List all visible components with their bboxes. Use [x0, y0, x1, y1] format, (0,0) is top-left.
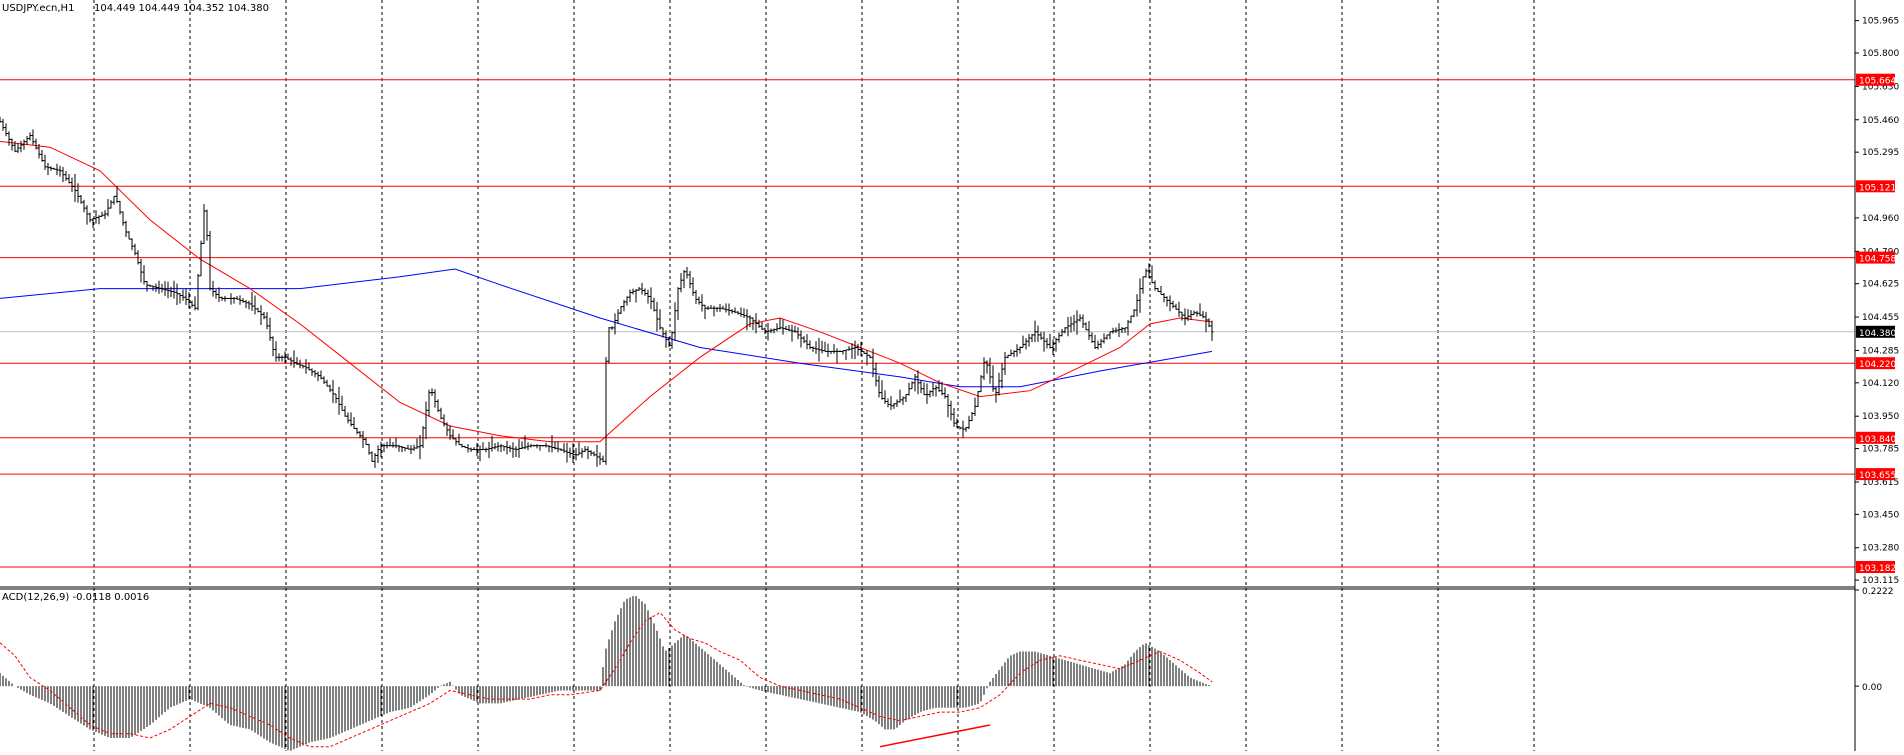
axis-tick-label: 105.630: [1862, 82, 1899, 92]
level-labels: 105.664 105.121 104.758 104.220 103.840 103.6…: [1856, 73, 1896, 574]
level-label-bg: [1856, 468, 1895, 481]
current-price-label: 104.380: [1859, 329, 1896, 339]
horizontal-levels: [0, 79, 1855, 568]
level-label-bg: [1856, 73, 1895, 86]
axis-tick-label: 104.960: [1862, 214, 1899, 224]
level-label: 103.182: [1859, 564, 1896, 574]
axis-tick-label: 104.625: [1862, 280, 1899, 290]
current-price-bg: [1856, 325, 1895, 338]
level-label: 104.758: [1859, 255, 1896, 265]
axis-tick-label: 103.950: [1862, 412, 1899, 422]
level-label: 105.664: [1859, 77, 1896, 87]
level-label: 104.220: [1859, 360, 1896, 370]
axis-tick-label: 103.450: [1862, 510, 1899, 520]
level-label: 103.840: [1859, 435, 1896, 445]
macd-axis-tick-label: 0.2222: [1862, 587, 1894, 597]
vertical-grid: [93, 0, 1535, 751]
level-label: 105.121: [1859, 183, 1896, 193]
macd-histogram: [0, 596, 1210, 751]
ohlc-readout: 104.449 104.449 104.352 104.380: [94, 3, 269, 14]
axis-tick-label: 104.455: [1862, 313, 1899, 323]
level-label-bg: [1856, 560, 1895, 573]
level-label-bg: [1856, 431, 1895, 444]
axis-tick-label: 103.280: [1862, 544, 1899, 554]
macd-divergence-line: [879, 724, 991, 748]
level-label-bg: [1856, 180, 1895, 193]
axis-tick-label: 105.965: [1862, 17, 1899, 27]
fast-moving-average: [0, 140, 1213, 443]
axis-tick-label: 103.615: [1862, 478, 1899, 488]
price-pane: USDJPY.ecn,H1 104.449 104.449 104.352 10…: [0, 0, 1855, 751]
macd-pane: ACD(12,26,9) -0.0118 0.0016: [0, 592, 1213, 751]
axis-tick-label: 105.800: [1862, 49, 1899, 59]
macd-axis-ticks: 0.2222 0.00: [1855, 587, 1894, 693]
price-bars: [0, 116, 1214, 468]
axis-tick-label: 103.785: [1862, 445, 1899, 455]
current-price-tag: 104.380: [1856, 325, 1896, 339]
symbol-label: USDJPY.ecn,H1: [2, 3, 74, 14]
axis-tick-label: 104.285: [1862, 346, 1899, 356]
axis-tick-label: 104.120: [1862, 379, 1899, 389]
level-label-bg: [1856, 251, 1895, 264]
macd-axis-tick-label: 0.00: [1862, 683, 1882, 693]
macd-signal-line: [0, 611, 1213, 748]
level-label-bg: [1856, 357, 1895, 370]
price-axis-ticks: 105.965 105.800 105.630 105.460 105.295 104.9…: [1855, 17, 1899, 586]
price-axis: 105.965 105.800 105.630 105.460 105.295 104.9…: [1854, 0, 1899, 751]
axis-tick-label: 105.460: [1862, 116, 1899, 126]
axis-tick-label: 103.115: [1862, 576, 1899, 586]
slow-moving-average: [0, 268, 1213, 388]
axis-tick-label: 105.295: [1862, 148, 1899, 158]
macd-label: ACD(12,26,9) -0.0118 0.0016: [2, 592, 149, 603]
level-label: 103.655: [1859, 471, 1896, 481]
